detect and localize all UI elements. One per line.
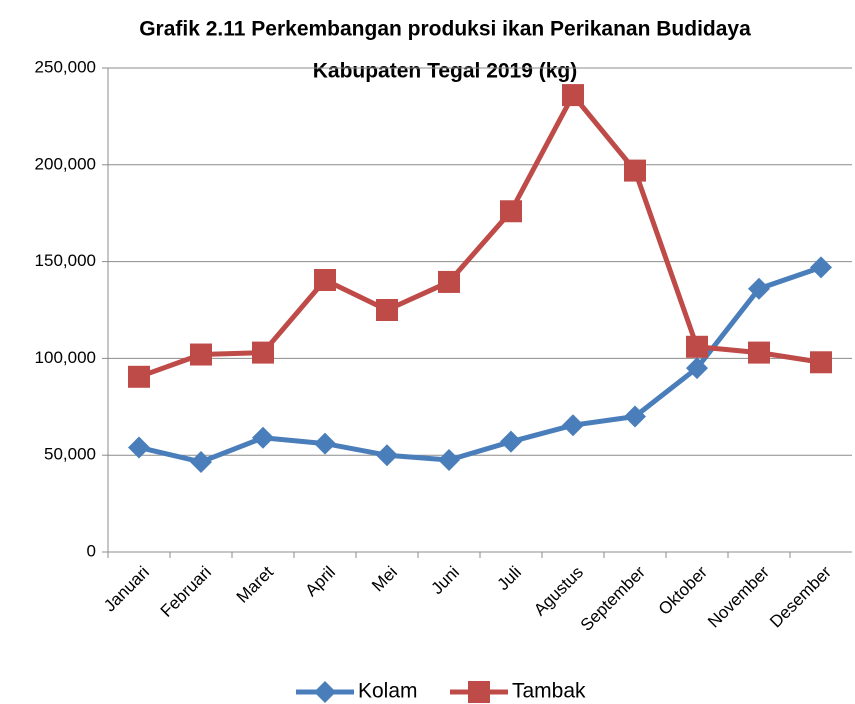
y-tick-label: 50,000 <box>44 445 96 464</box>
point <box>128 365 150 388</box>
point <box>810 256 832 279</box>
point <box>438 270 460 293</box>
point <box>376 444 398 467</box>
x-tick-label: Februari <box>157 563 215 621</box>
y-tick-label: 200,000 <box>35 154 96 173</box>
point <box>190 450 212 473</box>
series-line <box>138 92 822 380</box>
chart-title: Kabupaten Tegal 2019 (kg) <box>313 60 578 83</box>
chart-title: Grafik 2.11 Perkembangan produksi ikan P… <box>139 18 751 41</box>
legend-marker <box>468 681 490 703</box>
x-tick-label: Agustus <box>530 563 587 620</box>
x-tick-label: April <box>302 563 339 600</box>
point <box>252 341 274 364</box>
point <box>314 268 336 291</box>
point <box>252 426 274 449</box>
y-tick-label: 100,000 <box>35 348 96 367</box>
legend-marker <box>314 681 336 703</box>
point <box>190 343 212 366</box>
x-tick-label: Oktober <box>655 562 711 618</box>
x-tick-label: September <box>577 562 649 634</box>
y-tick-label: 0 <box>87 541 96 560</box>
point <box>500 430 522 453</box>
series-line <box>138 265 822 465</box>
point <box>562 414 584 437</box>
point <box>314 432 336 455</box>
point <box>748 277 770 300</box>
point <box>624 159 646 182</box>
y-tick-label: 150,000 <box>35 251 96 270</box>
point <box>810 351 832 374</box>
legend-label: Kolam <box>358 680 418 703</box>
point <box>686 335 708 358</box>
point <box>748 341 770 364</box>
x-tick-label: Desember <box>766 562 835 631</box>
x-tick-label: Juni <box>428 563 463 598</box>
x-tick-label: Januari <box>100 563 153 616</box>
point <box>128 436 150 459</box>
point <box>500 200 522 223</box>
y-tick-label: 250,000 <box>35 57 96 76</box>
point <box>562 84 584 107</box>
point <box>624 405 646 428</box>
point <box>438 449 460 472</box>
point <box>686 357 708 380</box>
point <box>376 299 398 321</box>
x-tick-label: Mei <box>368 563 401 596</box>
x-tick-label: Maret <box>233 562 277 606</box>
x-tick-label: November <box>704 562 773 631</box>
x-tick-label: Juli <box>494 563 525 594</box>
legend-label: Tambak <box>512 680 586 703</box>
